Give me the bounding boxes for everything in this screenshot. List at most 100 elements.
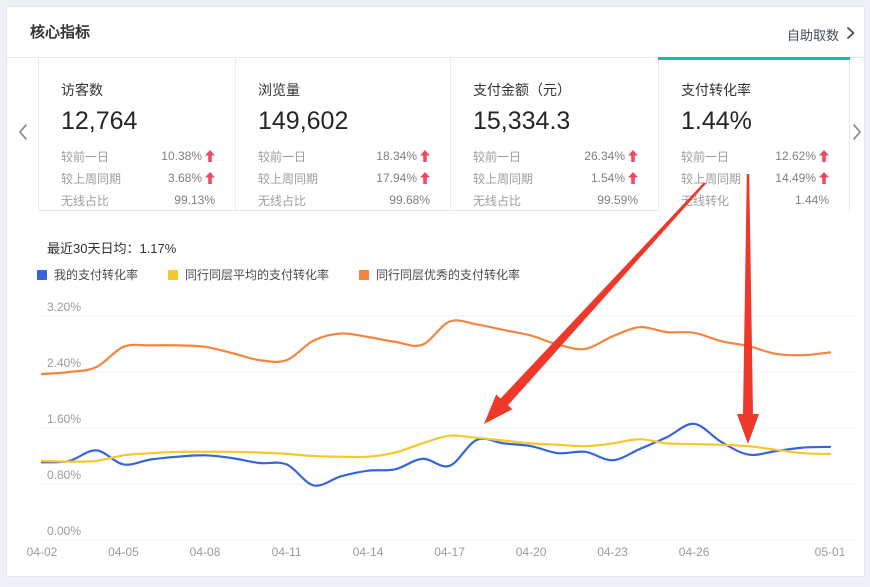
y-axis-label: 1.60%: [47, 412, 82, 426]
arrow-up-icon: [205, 150, 215, 162]
metric-row-value: 17.94%: [376, 171, 430, 185]
x-axis-label: 04-26: [678, 545, 710, 559]
metric-row-label: 较前一日: [61, 149, 110, 164]
metric-row-label: 较上周同期: [258, 171, 319, 186]
metric-rows: 较前一日 26.34% 较上周同期 1.54% 无线占比 99.59%: [473, 145, 638, 211]
metric-row-value-text: 17.94%: [376, 171, 417, 185]
metric-row-label: 无线转化: [681, 193, 730, 208]
metric-row: 无线转化 1.44%: [681, 189, 829, 211]
legend-item-0[interactable]: 我的支付转化率: [37, 266, 138, 283]
metric-row-value: 14.49%: [775, 171, 829, 185]
legend-item-2[interactable]: 同行同层优秀的支付转化率: [359, 266, 520, 283]
metric-title: 浏览量: [258, 82, 300, 98]
metric-row-value-text: 26.34%: [584, 149, 625, 163]
metric-cards-row: 访客数 12,764 较前一日 10.38% 较上周同期 3.68% 无线占比 99.13…: [7, 57, 864, 211]
metric-card-pageviews[interactable]: 浏览量 149,602 较前一日 18.34% 较上周同期 17.94% 无线占比 99.…: [235, 58, 450, 211]
arrow-up-icon: [420, 150, 430, 162]
metric-row: 较上周同期 3.68%: [61, 167, 215, 189]
arrow-up-icon: [420, 172, 430, 184]
metric-row-value: 1.54%: [591, 171, 638, 185]
x-axis-label: 04-11: [271, 545, 302, 559]
metric-card-visitors[interactable]: 访客数 12,764 较前一日 10.38% 较上周同期 3.68% 无线占比 99.13…: [38, 58, 235, 211]
metric-row-value: 18.34%: [376, 149, 430, 163]
x-axis-label: 04-14: [352, 545, 384, 559]
metric-row-value-text: 14.49%: [775, 171, 816, 185]
metric-row-value-text: 1.54%: [590, 171, 625, 185]
metric-card-payment-amount[interactable]: 支付金额（元） 15,334.3 较前一日 26.34% 较上周同期 1.54% 无线占…: [450, 58, 658, 211]
metric-row-label: 无线占比: [258, 193, 307, 208]
metric-rows: 较前一日 12.62% 较上周同期 14.49% 无线转化 1.44%: [681, 145, 829, 211]
metric-row-value-text: 18.34%: [376, 149, 417, 163]
metric-row: 无线占比 99.59%: [473, 189, 638, 211]
metric-row-value: 3.68%: [168, 171, 215, 185]
metric-row-label: 较前一日: [681, 149, 730, 164]
metric-row-value: 1.44%: [795, 193, 829, 207]
y-axis-label: 3.20%: [47, 300, 82, 314]
metric-row: 较前一日 10.38%: [61, 145, 215, 167]
metric-value: 149,602: [258, 107, 349, 135]
y-axis-label: 0.80%: [47, 468, 82, 482]
metric-row-value: 26.34%: [584, 149, 638, 163]
page-title: 核心指标: [30, 24, 91, 41]
carousel-next-button[interactable]: [850, 58, 864, 211]
metric-row: 较前一日 12.62%: [681, 145, 829, 167]
legend-item-1[interactable]: 同行同层平均的支付转化率: [168, 266, 329, 283]
metric-row: 无线占比 99.68%: [258, 189, 430, 211]
metric-title: 支付金额（元）: [473, 82, 571, 98]
metric-row-value-text: 3.68%: [167, 171, 202, 185]
metric-row-value: 10.38%: [161, 149, 215, 163]
metric-value: 15,334.3: [473, 107, 571, 135]
legend-label: 同行同层优秀的支付转化率: [376, 268, 521, 282]
metric-row-value-text: 99.13%: [174, 193, 215, 207]
metric-card-conversion-rate-selected[interactable]: 支付转化率 1.44% 较前一日 12.62% 较上周同期 14.49% 无线转化 1.4…: [658, 57, 850, 211]
metric-row-label: 较前一日: [473, 149, 522, 164]
metric-row-value-text: 99.59%: [597, 193, 638, 207]
metric-row-value: 99.59%: [597, 193, 638, 207]
metric-rows: 较前一日 10.38% 较上周同期 3.68% 无线占比 99.13%: [61, 145, 215, 211]
legend-swatch-icon: [37, 269, 47, 280]
metric-row-label: 无线占比: [61, 193, 110, 208]
x-axis-label: 04-05: [108, 545, 139, 559]
legend-swatch-icon: [168, 269, 179, 280]
chevron-left-icon: [18, 123, 28, 146]
metric-row: 较上周同期 1.54%: [473, 167, 638, 189]
metric-value: 12,764: [61, 107, 138, 135]
x-axis-label: 04-08: [189, 545, 221, 559]
metric-row-value-text: 12.62%: [775, 149, 816, 163]
metric-row-value: 99.13%: [174, 193, 215, 207]
metric-row: 较前一日 18.34%: [258, 145, 430, 167]
legend-label: 同行同层平均的支付转化率: [185, 268, 330, 282]
carousel-prev-button[interactable]: [7, 58, 38, 211]
metric-row: 较上周同期 14.49%: [681, 167, 829, 189]
metric-title: 访客数: [61, 82, 103, 98]
chart-legend: 我的支付转化率 同行同层平均的支付转化率 同行同层优秀的支付转化率: [37, 266, 520, 283]
metric-row-value: 99.68%: [389, 193, 430, 207]
arrow-up-icon: [628, 150, 638, 162]
x-axis-label: 04-02: [26, 545, 58, 559]
chart-title: 最近30天日均：1.17%: [47, 241, 177, 256]
metric-row-label: 无线占比: [473, 193, 522, 208]
chevron-right-icon: [852, 123, 862, 146]
metric-row: 较上周同期 17.94%: [258, 167, 430, 189]
self-service-data-label: 自助取数: [786, 28, 839, 43]
metric-row-value-text: 1.44%: [794, 193, 829, 207]
metric-row-value-text: 99.68%: [389, 193, 430, 207]
metric-row-value-text: 10.38%: [161, 149, 202, 163]
legend-swatch-icon: [359, 269, 370, 280]
metric-rows: 较前一日 18.34% 较上周同期 17.94% 无线占比 99.68%: [258, 145, 430, 211]
x-axis-label: 04-23: [597, 545, 628, 559]
x-axis-label: 05-01: [814, 545, 846, 559]
metric-row-label: 较前一日: [258, 149, 307, 164]
metric-value: 1.44%: [681, 107, 752, 135]
legend-label: 我的支付转化率: [54, 268, 139, 282]
metric-row-label: 较上周同期: [61, 171, 122, 186]
arrow-up-icon: [205, 172, 215, 184]
metric-title: 支付转化率: [681, 82, 751, 98]
x-axis-label: 04-20: [515, 545, 547, 559]
metric-row: 较前一日 26.34%: [473, 145, 638, 167]
chevron-right-icon: [846, 26, 855, 43]
metric-row: 无线占比 99.13%: [61, 189, 215, 211]
arrow-up-icon: [628, 172, 638, 184]
self-service-data-link[interactable]: 自助取数: [787, 25, 855, 44]
arrow-up-icon: [819, 150, 829, 162]
